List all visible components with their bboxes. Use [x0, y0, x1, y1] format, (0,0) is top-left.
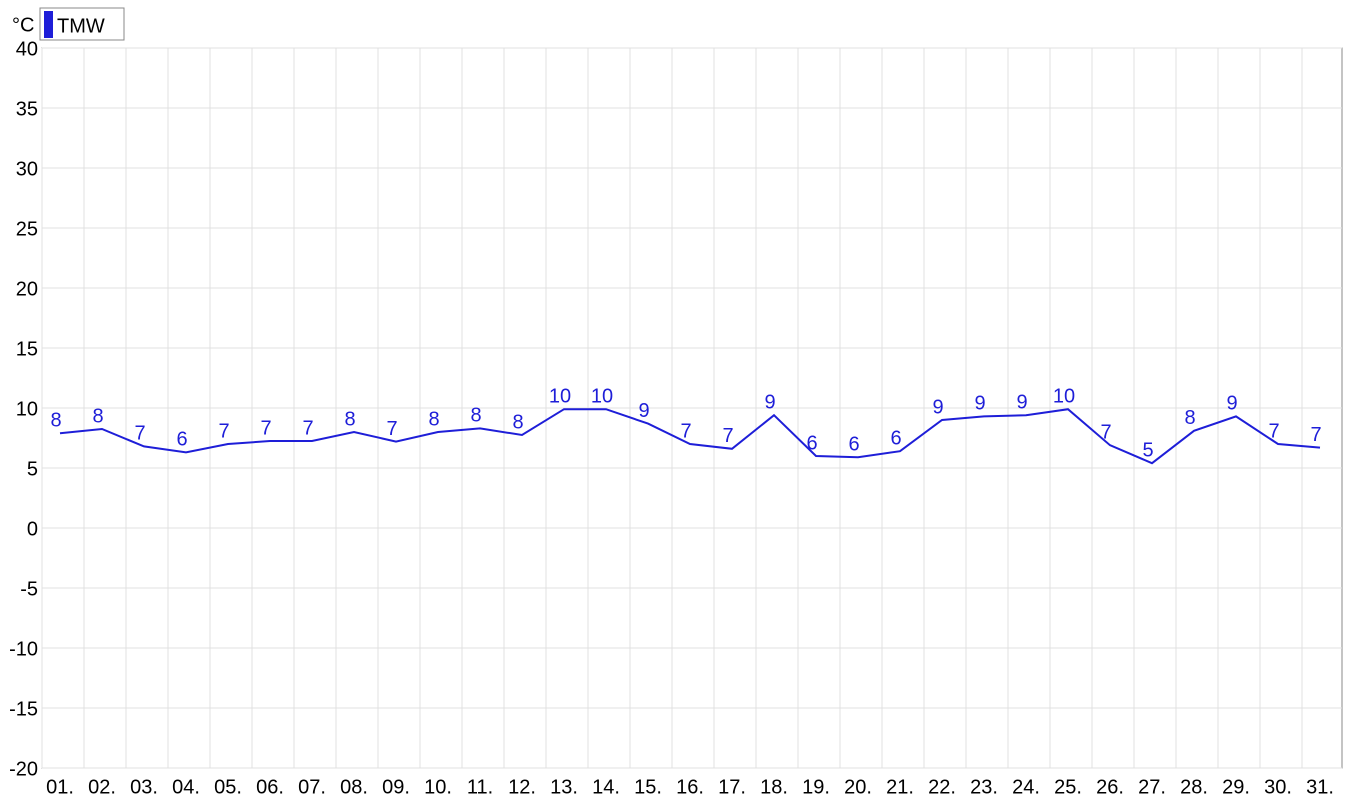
- x-tick-label: 15.: [634, 776, 662, 798]
- y-axis-label: °C: [12, 14, 34, 36]
- data-label: 8: [470, 405, 481, 427]
- y-tick-label: -15: [9, 698, 38, 720]
- legend-label: TMW: [57, 15, 105, 37]
- legend-box: [39, 7, 125, 41]
- data-label: 8: [50, 409, 61, 431]
- data-label: 9: [638, 400, 649, 422]
- y-tick-label: 20: [16, 278, 38, 300]
- x-tick-label: 13.: [550, 776, 578, 798]
- y-tick-label: 30: [16, 158, 38, 180]
- x-tick-label: 16.: [676, 776, 704, 798]
- data-label: 10: [1053, 385, 1075, 407]
- data-label: 10: [591, 385, 613, 407]
- data-label: 7: [680, 420, 691, 442]
- data-label: 8: [92, 405, 103, 427]
- x-tick-label: 08.: [340, 776, 368, 798]
- x-tick-label: 26.: [1096, 776, 1124, 798]
- x-tick-label: 21.: [886, 776, 914, 798]
- y-tick-label: 15: [16, 338, 38, 360]
- data-label: 9: [974, 393, 985, 415]
- data-label: 7: [302, 417, 313, 439]
- x-tick-label: 28.: [1180, 776, 1208, 798]
- data-label: 5: [1142, 439, 1153, 461]
- data-label: 7: [218, 420, 229, 442]
- data-label: 7: [1100, 421, 1111, 443]
- y-tick-label: -5: [20, 578, 38, 600]
- x-tick-label: 07.: [298, 776, 326, 798]
- x-tick-label: 19.: [802, 776, 830, 798]
- y-tick-label: 5: [27, 458, 38, 480]
- x-tick-label: 10.: [424, 776, 452, 798]
- x-tick-label: 17.: [718, 776, 746, 798]
- x-tick-label: 03.: [130, 776, 158, 798]
- data-label: 9: [1226, 393, 1237, 415]
- x-tick-label: 09.: [382, 776, 410, 798]
- x-tick-label: 05.: [214, 776, 242, 798]
- y-tick-label: 35: [16, 98, 38, 120]
- y-tick-label: -20: [9, 758, 38, 780]
- x-tick-label: 02.: [88, 776, 116, 798]
- x-tick-label: 04.: [172, 776, 200, 798]
- x-tick-label: 14.: [592, 776, 620, 798]
- x-tick-label: 23.: [970, 776, 998, 798]
- data-label: 7: [722, 425, 733, 447]
- data-label: 8: [344, 408, 355, 430]
- data-label: 9: [932, 396, 943, 418]
- data-label: 9: [1016, 391, 1027, 413]
- x-tick-label: 27.: [1138, 776, 1166, 798]
- data-label: 6: [848, 433, 859, 455]
- data-label: 7: [1310, 424, 1321, 446]
- x-tick-label: 29.: [1222, 776, 1250, 798]
- x-tick-label: 22.: [928, 776, 956, 798]
- x-tick-label: 18.: [760, 776, 788, 798]
- series-line: [59, 408, 1321, 465]
- x-tick-label: 30.: [1264, 776, 1292, 798]
- data-label: 7: [386, 418, 397, 440]
- data-label: 6: [176, 429, 187, 451]
- x-tick-label: 12.: [508, 776, 536, 798]
- y-tick-label: -10: [9, 638, 38, 660]
- data-label: 8: [428, 408, 439, 430]
- data-label: 7: [260, 417, 271, 439]
- data-label: 6: [806, 432, 817, 454]
- data-label: 8: [1184, 407, 1195, 429]
- x-tick-label: 31.: [1306, 776, 1334, 798]
- data-label: 6: [890, 427, 901, 449]
- x-tick-label: 11.: [467, 776, 493, 798]
- data-label: 9: [764, 391, 775, 413]
- x-tick-label: 25.: [1054, 776, 1082, 798]
- data-label: 7: [1268, 420, 1279, 442]
- y-tick-label: 25: [16, 218, 38, 240]
- x-tick-label: 01.: [46, 776, 74, 798]
- y-tick-label: 0: [27, 518, 38, 540]
- y-tick-label: 10: [16, 398, 38, 420]
- y-tick-label: 40: [16, 38, 38, 60]
- x-tick-label: 20.: [844, 776, 872, 798]
- data-label: 10: [549, 385, 571, 407]
- data-label: 8: [512, 411, 523, 433]
- x-tick-label: 06.: [256, 776, 284, 798]
- x-tick-label: 24.: [1012, 776, 1040, 798]
- legend-swatch: [44, 11, 53, 38]
- data-label: 7: [134, 423, 145, 445]
